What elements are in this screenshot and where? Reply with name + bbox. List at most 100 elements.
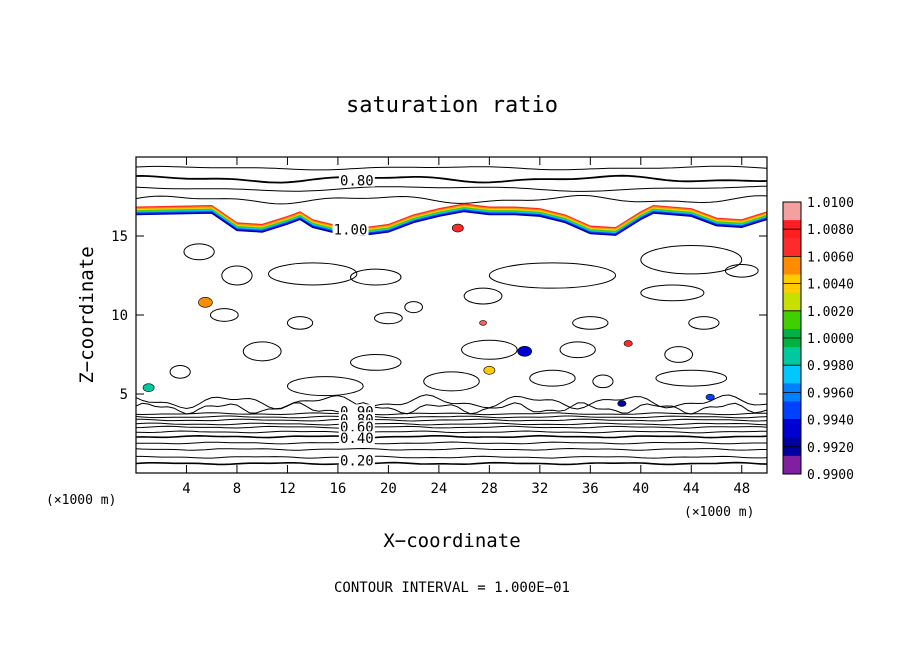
contour-label: 0.80 [340, 174, 374, 190]
contour-line [135, 434, 768, 439]
x-unit-left: (×1000 m) [46, 493, 116, 508]
x-tick-label: 48 [733, 481, 750, 497]
contour-island [640, 284, 705, 302]
color-blob [623, 340, 633, 347]
colorbar-label: 1.0000 [807, 332, 854, 347]
x-unit-right: (×1000 m) [684, 505, 754, 520]
x-tick-label: 4 [182, 481, 190, 497]
color-blob [142, 383, 155, 392]
contour-label-bg [338, 420, 375, 434]
contour-island [286, 376, 364, 397]
x-axis-label: X−coordinate [383, 530, 520, 552]
saturation-contour [135, 206, 768, 233]
contour-label-bg [338, 453, 375, 467]
x-tick-label: 8 [233, 481, 241, 497]
x-tick-label: 44 [683, 481, 700, 497]
contour-island [169, 365, 191, 379]
contour-island [209, 308, 239, 322]
contour-island [724, 263, 759, 278]
contour-line [135, 461, 768, 466]
colorbar-label: 0.9920 [807, 441, 854, 456]
contour-line [135, 185, 768, 192]
x-tick-label: 16 [329, 481, 346, 497]
x-tick-label: 40 [632, 481, 649, 497]
saturation-contour [135, 203, 768, 229]
colorbar: 1.0100 1.0080 1.0060 1.0040 1.0020 1.0000 0.99… [782, 196, 854, 483]
contour-line [135, 422, 768, 426]
contour-island [572, 316, 609, 330]
contour-island [664, 346, 694, 363]
y-ticks: 5 10 15 [111, 229, 767, 403]
contour-label-bg [332, 222, 369, 236]
y-axis-label: Z−coordinate [76, 246, 98, 383]
contour-island [461, 339, 518, 360]
colorbar-swatch [783, 419, 801, 439]
contour-label-bg [338, 431, 375, 445]
contour-line [135, 447, 767, 451]
contour-island [374, 312, 403, 325]
contour-line [135, 195, 768, 205]
contour-island [286, 316, 314, 330]
colorbar-label: 0.9900 [807, 468, 854, 483]
x-tick-label: 12 [279, 481, 296, 497]
y-tick-label: 15 [111, 229, 128, 245]
colorbar-swatch [783, 455, 801, 475]
x-tick-label: 36 [582, 481, 599, 497]
colorbar-swatch [783, 238, 801, 257]
colorbar-swatch [783, 310, 801, 330]
contour-island [423, 371, 480, 392]
colorbar-swatch [783, 347, 801, 366]
contour-lines [135, 165, 768, 466]
color-blob [198, 297, 213, 308]
contour-line [135, 415, 768, 419]
color-blob [705, 393, 715, 401]
contour-line [136, 418, 768, 422]
contour-label: 0.20 [340, 453, 374, 469]
color-blob [517, 346, 532, 357]
contour-label: 1.00 [334, 223, 368, 239]
color-blob [479, 320, 487, 326]
contour-island [221, 265, 253, 286]
contour-line [135, 174, 768, 184]
contour-line [135, 412, 767, 416]
contour-line [135, 394, 768, 410]
colorbar-label: 0.9980 [807, 359, 854, 374]
contour-island [529, 369, 576, 387]
colorbar-label: 1.0080 [807, 223, 854, 238]
contour-label: 0.40 [340, 431, 374, 447]
contour-island [268, 262, 358, 286]
contour-island [404, 301, 423, 314]
contour-island [463, 287, 503, 305]
contour-island [488, 262, 617, 289]
contour-island [655, 369, 728, 387]
color-blobs [142, 223, 715, 407]
contour-island [183, 243, 215, 261]
contour-island [688, 316, 720, 330]
contour-island [559, 341, 596, 359]
contour-labels: 0.801.000.900.800.600.400.20 [332, 173, 375, 469]
color-blob [451, 223, 464, 233]
saturation-contour [135, 205, 768, 232]
saturation-contour [135, 210, 768, 236]
colorbar-label: 0.9960 [807, 386, 854, 401]
colorbar-label: 1.0040 [807, 278, 854, 293]
colorbar-label: 1.0060 [807, 250, 854, 265]
colorbar-label: 1.0020 [807, 305, 854, 320]
colorbar-swatch [783, 365, 801, 384]
contour-island [350, 354, 402, 371]
colorbar-swatch [783, 401, 801, 421]
contour-island [640, 244, 743, 275]
y-tick-label: 5 [120, 387, 128, 403]
x-tick-label: 20 [380, 481, 397, 497]
x-ticks: 4 8 12 16 20 24 28 32 36 40 44 48 [182, 157, 750, 497]
x-tick-label: 24 [430, 481, 447, 497]
contour-line [136, 455, 768, 459]
colorbar-swatch [783, 292, 801, 312]
color-blob [483, 365, 496, 375]
colorbar-swatch [783, 202, 801, 221]
contour-label-bg [338, 173, 375, 187]
x-tick-label: 32 [531, 481, 548, 497]
plot-frame [135, 156, 768, 474]
contour-line [135, 430, 768, 434]
saturation-contour [135, 208, 768, 234]
